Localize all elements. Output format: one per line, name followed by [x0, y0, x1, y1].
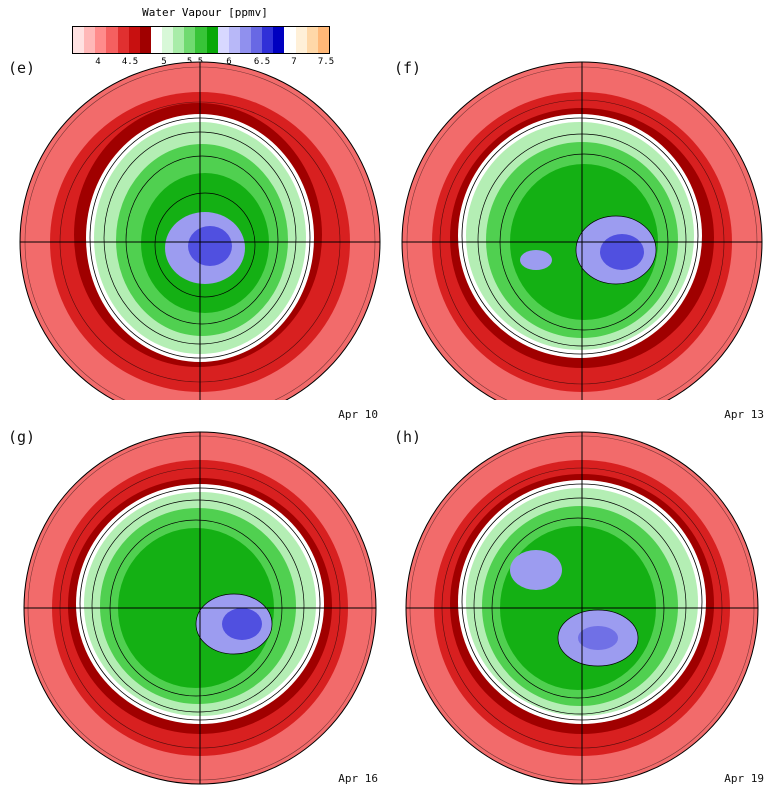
colorbar-title: Water Vapour [ppmv]	[142, 6, 268, 19]
polar-map-f	[401, 61, 763, 400]
colorbar-legend: Water Vapour [ppmv] 4 4.5 5 5.5 6 6.5 7 …	[70, 6, 340, 67]
map-panel-f: (f) Apr 13	[386, 0, 772, 421]
colorbar-swatch	[284, 27, 296, 53]
colorbar-swatch	[73, 27, 85, 53]
colorbar-swatch	[273, 27, 285, 53]
colorbar-swatch	[206, 27, 218, 53]
polar-map-g	[23, 431, 377, 785]
panel-label-e: (e)	[8, 59, 36, 77]
colorbar-swatch	[239, 27, 251, 53]
colorbar-tick: 6.5	[253, 57, 271, 67]
colorbar-tick: 4.5	[121, 57, 139, 67]
colorbar-swatch	[228, 27, 240, 53]
panel-label-g: (g)	[8, 428, 36, 446]
colorbar-swatch	[195, 27, 207, 53]
colorbar-tick: 5	[161, 57, 167, 67]
date-label-e: Apr 10	[338, 408, 378, 421]
colorbar-swatch	[184, 27, 196, 53]
colorbar-swatch	[95, 27, 107, 53]
colorbar-tick: 7	[291, 57, 297, 67]
colorbar-swatch	[139, 27, 151, 53]
colorbar-swatch	[251, 27, 263, 53]
colorbar-swatch	[162, 27, 174, 53]
colorbar-swatch	[262, 27, 274, 53]
map-panel-g: (g) Apr 16	[0, 370, 386, 785]
colorbar-swatch	[306, 27, 318, 53]
colorbar-swatch	[217, 27, 229, 53]
date-label-f: Apr 13	[724, 408, 764, 421]
map-panel-e: (e) Apr 10	[0, 0, 386, 421]
map-panel-h: (h) Apr 19	[386, 370, 772, 785]
colorbar-swatches	[72, 26, 330, 54]
colorbar-swatch	[150, 27, 162, 53]
panel-label-h: (h)	[394, 428, 422, 446]
colorbar-swatch	[106, 27, 118, 53]
polar-map-e	[19, 61, 381, 400]
panel-label-f: (f)	[394, 59, 422, 77]
colorbar-tick: 7.5	[317, 57, 335, 67]
colorbar-swatch	[317, 27, 329, 53]
colorbar-swatch	[295, 27, 307, 53]
polar-map-h	[405, 431, 759, 785]
colorbar-swatch	[128, 27, 140, 53]
colorbar-tick: 4	[95, 57, 101, 67]
colorbar-swatch	[84, 27, 96, 53]
colorbar-tick: 6	[226, 57, 232, 67]
date-label-h: Apr 19	[724, 772, 764, 785]
colorbar-swatch	[117, 27, 129, 53]
colorbar-swatch	[173, 27, 185, 53]
date-label-g: Apr 16	[338, 772, 378, 785]
